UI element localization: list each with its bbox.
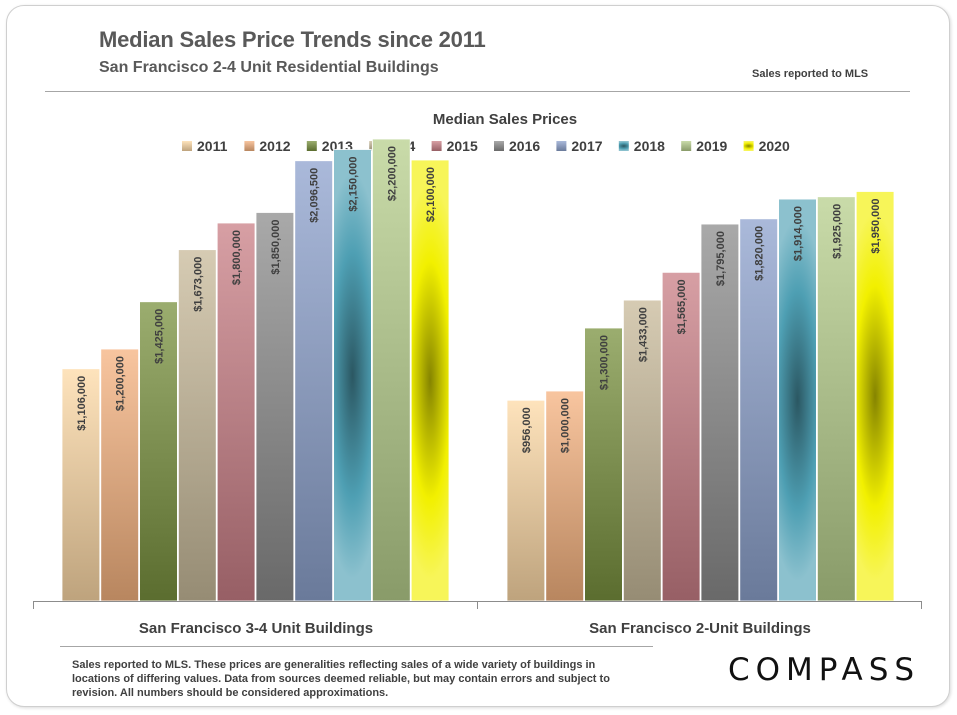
page-title: Median Sales Price Trends since 2011 xyxy=(99,27,486,52)
data-label-2011-group-2: $956,000 xyxy=(521,407,533,453)
data-label-2019-group-2: $1,925,000 xyxy=(831,204,843,259)
bar-2016-group-1 xyxy=(255,212,295,602)
source-note: Sales reported to MLS xyxy=(752,68,869,80)
header-divider xyxy=(45,91,910,92)
legend-label-2020: 2020 xyxy=(759,138,790,154)
legend-swatch-2012 xyxy=(244,141,255,151)
data-label-2011-group-1: $1,106,000 xyxy=(76,376,88,431)
data-label-2016-group-1: $1,850,000 xyxy=(270,220,282,275)
legend-label-2015: 2015 xyxy=(447,138,478,154)
legend-swatch-2015 xyxy=(431,141,442,151)
data-label-2018-group-1: $2,150,000 xyxy=(348,157,360,212)
data-label-2013-group-2: $1,300,000 xyxy=(599,335,611,390)
legend-swatch-2020 xyxy=(743,141,754,151)
legend-swatch-2019 xyxy=(681,141,692,151)
bar-2013-group-2 xyxy=(584,327,623,602)
category-label: San Francisco 2-Unit Buildings xyxy=(589,620,811,637)
data-label-2017-group-2: $1,820,000 xyxy=(754,226,766,281)
bar-2017-group-2 xyxy=(739,218,778,602)
legend-label-2019: 2019 xyxy=(696,138,727,154)
bar-2014-group-1 xyxy=(177,249,217,602)
data-label-2018-group-2: $1,914,000 xyxy=(793,206,805,261)
footnote: Sales reported to MLS. These prices are … xyxy=(72,659,610,699)
legend-swatch-2013 xyxy=(306,141,317,151)
legend-label-2016: 2016 xyxy=(509,138,540,154)
bar-2020-group-2 xyxy=(855,191,895,602)
bar-2020-group-1 xyxy=(410,159,450,602)
data-label-2016-group-2: $1,795,000 xyxy=(715,231,727,286)
data-label-2015-group-2: $1,565,000 xyxy=(676,279,688,334)
data-label-2012-group-2: $1,000,000 xyxy=(560,398,572,453)
data-label-2020-group-1: $2,100,000 xyxy=(425,167,437,222)
legend-label-2012: 2012 xyxy=(259,138,290,154)
data-label-2020-group-2: $1,950,000 xyxy=(870,199,882,254)
bar-2015-group-1 xyxy=(216,222,256,602)
legend-label-2011: 2011 xyxy=(197,138,228,154)
data-label-2014-group-1: $1,673,000 xyxy=(192,257,204,312)
bar-2018-group-2 xyxy=(778,198,817,602)
bar-2015-group-2 xyxy=(661,271,701,602)
chart-title: Median Sales Prices xyxy=(433,111,577,128)
legend-label-2017: 2017 xyxy=(571,138,602,154)
legend-swatch-2018 xyxy=(618,141,629,151)
data-label-2013-group-1: $1,425,000 xyxy=(154,309,166,364)
bar-2016-group-2 xyxy=(700,223,740,602)
bar-2017-group-1 xyxy=(294,160,333,602)
bar-2013-group-1 xyxy=(139,301,178,602)
legend-label-2018: 2018 xyxy=(634,138,665,154)
footer-divider xyxy=(60,646,653,647)
data-label-2014-group-2: $1,433,000 xyxy=(637,307,649,362)
bar-2011-group-1 xyxy=(61,368,101,602)
data-label-2015-group-1: $1,800,000 xyxy=(231,230,243,285)
compass-logo: COMPASS xyxy=(728,652,921,688)
data-label-2012-group-1: $1,200,000 xyxy=(115,356,127,411)
bar-2019-group-2 xyxy=(817,196,856,602)
data-label-2017-group-1: $2,096,500 xyxy=(309,168,321,223)
bar-2012-group-2 xyxy=(545,390,584,602)
bar-2012-group-1 xyxy=(100,348,140,602)
legend-swatch-2011 xyxy=(182,141,192,151)
category-label: San Francisco 3-4 Unit Buildings xyxy=(139,620,373,637)
legend-swatch-2017 xyxy=(556,141,567,151)
bar-2018-group-1 xyxy=(333,149,372,602)
bar-2014-group-2 xyxy=(623,299,662,602)
legend-swatch-2016 xyxy=(494,141,504,151)
data-label-2019-group-1: $2,200,000 xyxy=(386,146,398,201)
page-subtitle: San Francisco 2-4 Unit Residential Build… xyxy=(99,59,439,76)
bar-2019-group-1 xyxy=(371,138,411,602)
